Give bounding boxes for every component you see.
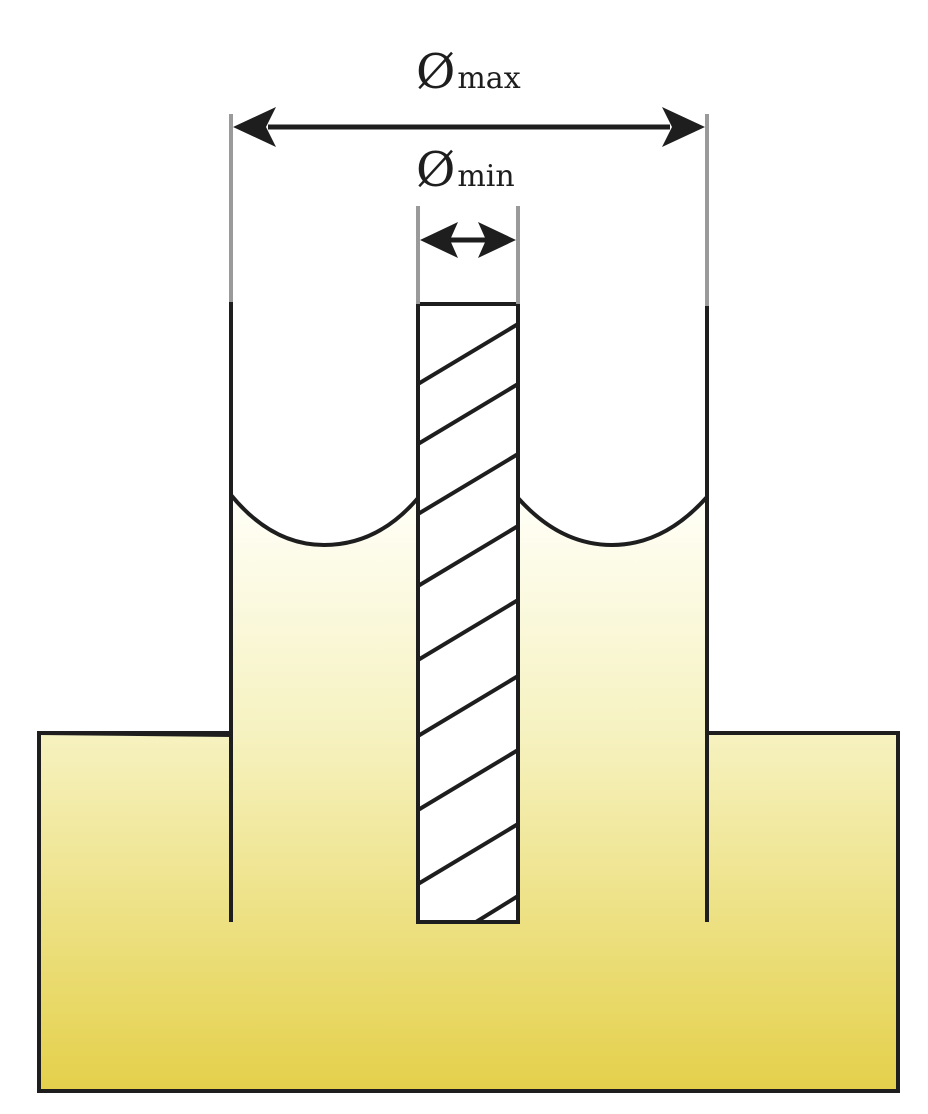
meniscus-left bbox=[229, 493, 420, 548]
min-diameter-label: Ømin bbox=[416, 142, 515, 198]
central-rod-outline bbox=[416, 302, 520, 924]
min-diameter-arrow bbox=[420, 222, 516, 258]
max-diameter-label: Ømax bbox=[416, 44, 521, 100]
meniscus-right bbox=[516, 495, 709, 548]
central-rod bbox=[418, 304, 518, 922]
max-diameter-arrow bbox=[233, 107, 705, 147]
bath-top-left-edge bbox=[38, 731, 232, 737]
rod-hatching bbox=[418, 322, 518, 922]
liquid-column bbox=[231, 495, 707, 1091]
